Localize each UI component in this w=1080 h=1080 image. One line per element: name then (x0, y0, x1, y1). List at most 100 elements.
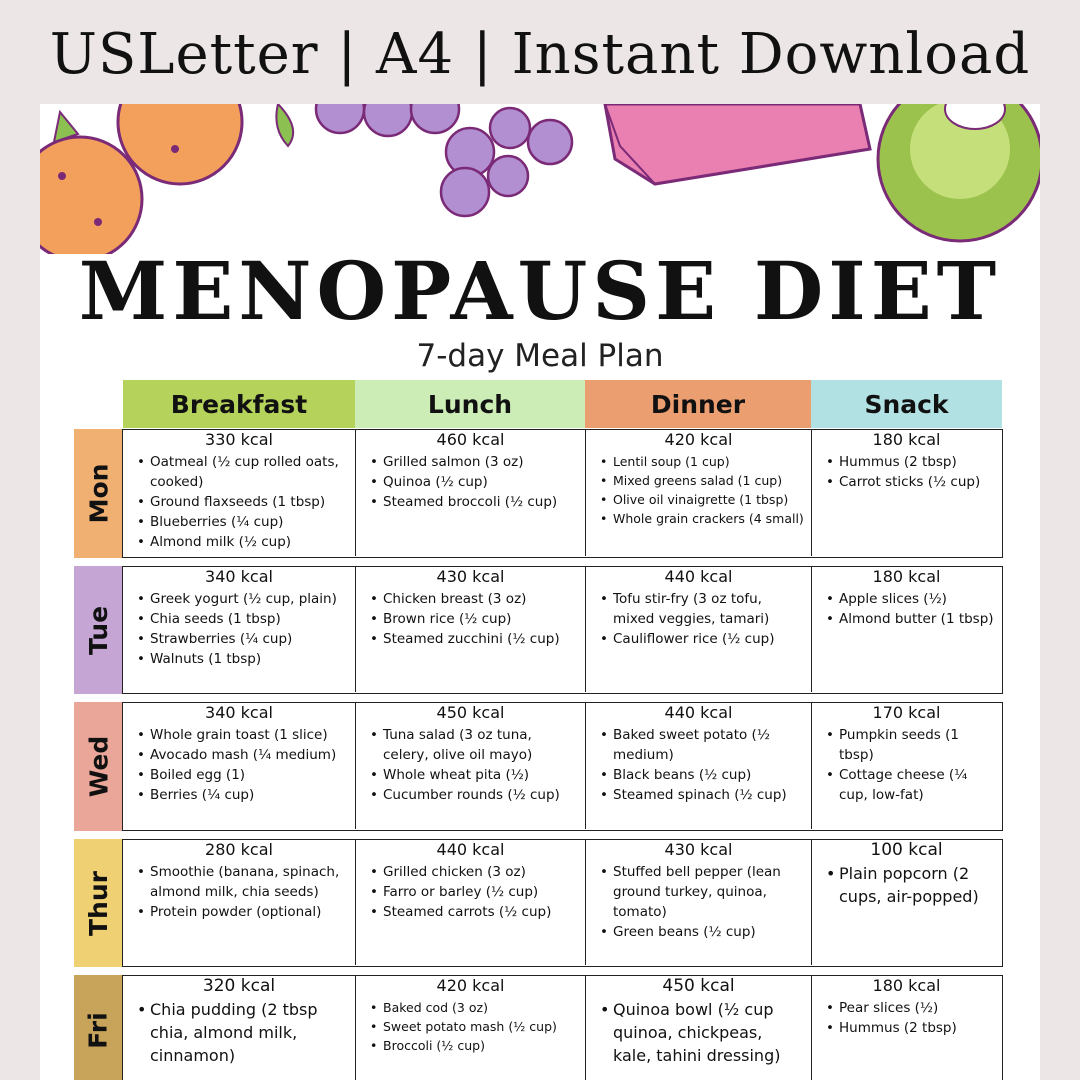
food-item: Black beans (½ cup) (600, 765, 805, 785)
kcal-value: 180 kcal (872, 976, 941, 995)
food-item: Broccoli (½ cup) (370, 1036, 579, 1055)
food-item: Almond milk (½ cup) (137, 532, 349, 552)
banner-text: USLetter | A4 | Instant Download (49, 22, 1031, 87)
food-item: Almond butter (1 tbsp) (826, 609, 995, 629)
food-list: Baked sweet potato (½ medium)Black beans… (600, 725, 805, 805)
kcal-value: 430 kcal (436, 567, 505, 586)
kcal-value: 440 kcal (436, 840, 505, 859)
food-item: Grilled salmon (3 oz) (370, 452, 579, 472)
food-item: Whole grain crackers (4 small) (600, 509, 805, 528)
food-list: Stuffed bell pepper (lean ground turkey,… (600, 862, 805, 942)
food-item: Chia seeds (1 tbsp) (137, 609, 349, 629)
food-list: Whole grain toast (1 slice)Avocado mash … (137, 725, 349, 805)
food-item: Cucumber rounds (½ cup) (370, 785, 579, 805)
day-row-mon: 330 kcal Oatmeal (½ cup rolled oats, coo… (122, 429, 1003, 558)
food-item: Steamed carrots (½ cup) (370, 902, 579, 922)
meal-cell-dinner: 440 kcal Tofu stir-fry (3 oz tofu, mixed… (585, 567, 811, 692)
meal-cell-breakfast: 320 kcal Chia pudding (2 tbsp chia, almo… (123, 976, 355, 1080)
food-list: Oatmeal (½ cup rolled oats, cooked)Groun… (137, 452, 349, 552)
meal-cell-snack: 180 kcal Hummus (2 tbsp)Carrot sticks (½… (811, 430, 1001, 556)
food-item: Avocado mash (¼ medium) (137, 745, 349, 765)
food-item: Mixed greens salad (1 cup) (600, 471, 805, 490)
food-list: Pumpkin seeds (1 tbsp)Cottage cheese (¼ … (826, 725, 995, 805)
food-item: Blueberries (¼ cup) (137, 512, 349, 532)
kcal-value: 420 kcal (436, 976, 505, 995)
food-list: Greek yogurt (½ cup, plain)Chia seeds (1… (137, 589, 349, 669)
fruit-illustration (40, 104, 1040, 254)
food-list: Grilled chicken (3 oz)Farro or barley (½… (370, 862, 579, 922)
kcal-value: 450 kcal (662, 976, 735, 996)
food-item: Baked cod (3 oz) (370, 998, 579, 1017)
food-list: Pear slices (½)Hummus (2 tbsp) (826, 998, 995, 1038)
meal-plan-sheet: MENOPAUSE DIET 7-day Meal Plan Breakfast… (40, 104, 1040, 1080)
day-name: Tue (84, 605, 113, 655)
kcal-value: 170 kcal (872, 703, 941, 722)
food-item: Chia pudding (2 tbsp chia, almond milk, … (137, 998, 349, 1067)
top-banner: USLetter | A4 | Instant Download (0, 0, 1080, 104)
food-list: Lentil soup (1 cup)Mixed greens salad (1… (600, 452, 805, 528)
meal-cell-breakfast: 340 kcal Greek yogurt (½ cup, plain)Chia… (123, 567, 355, 692)
day-label-tue: Tue (74, 566, 123, 694)
food-item: Chicken breast (3 oz) (370, 589, 579, 609)
food-item: Grilled chicken (3 oz) (370, 862, 579, 882)
food-item: Brown rice (½ cup) (370, 609, 579, 629)
meal-cell-dinner: 440 kcal Baked sweet potato (½ medium)Bl… (585, 703, 811, 829)
food-item: Sweet potato mash (½ cup) (370, 1017, 579, 1036)
meal-cell-lunch: 420 kcal Baked cod (3 oz)Sweet potato ma… (355, 976, 585, 1080)
meal-cell-lunch: 440 kcal Grilled chicken (3 oz)Farro or … (355, 840, 585, 965)
day-name: Thur (84, 870, 114, 936)
food-item: Oatmeal (½ cup rolled oats, cooked) (137, 452, 349, 492)
kcal-value: 100 kcal (870, 840, 943, 860)
page-title: MENOPAUSE DIET (78, 244, 1002, 338)
food-item: Carrot sticks (½ cup) (826, 472, 995, 492)
food-item: Lentil soup (1 cup) (600, 452, 805, 471)
food-item: Cauliflower rice (½ cup) (600, 629, 805, 649)
food-list: Chicken breast (3 oz)Brown rice (½ cup)S… (370, 589, 579, 649)
food-item: Hummus (2 tbsp) (826, 452, 995, 472)
kcal-value: 280 kcal (205, 840, 273, 859)
food-item: Pumpkin seeds (1 tbsp) (826, 725, 995, 765)
meal-cell-dinner: 450 kcal Quinoa bowl (½ cup quinoa, chic… (585, 976, 811, 1080)
food-list: Baked cod (3 oz)Sweet potato mash (½ cup… (370, 998, 579, 1055)
food-item: Pear slices (½) (826, 998, 995, 1018)
food-item: Hummus (2 tbsp) (826, 1018, 995, 1038)
day-name: Wed (84, 735, 114, 798)
meal-cell-breakfast: 280 kcal Smoothie (banana, spinach, almo… (123, 840, 355, 965)
food-item: Olive oil vinaigrette (1 tbsp) (600, 490, 805, 509)
food-list: Smoothie (banana, spinach, almond milk, … (137, 862, 349, 922)
kcal-value: 450 kcal (436, 703, 505, 722)
meal-cell-lunch: 430 kcal Chicken breast (3 oz)Brown rice… (355, 567, 585, 692)
food-item: Strawberries (¼ cup) (137, 629, 349, 649)
kcal-value: 320 kcal (202, 976, 276, 996)
food-item: Steamed zucchini (½ cup) (370, 629, 579, 649)
food-item: Green beans (½ cup) (600, 922, 805, 942)
kcal-value: 330 kcal (205, 430, 273, 449)
kcal-value: 440 kcal (664, 567, 733, 586)
food-item: Ground flaxseeds (1 tbsp) (137, 492, 349, 512)
header-snack: Snack (811, 380, 1002, 428)
food-list: Grilled salmon (3 oz)Quinoa (½ cup)Steam… (370, 452, 579, 512)
food-item: Smoothie (banana, spinach, almond milk, … (137, 862, 349, 902)
food-list: Chia pudding (2 tbsp chia, almond milk, … (137, 998, 349, 1067)
food-item: Greek yogurt (½ cup, plain) (137, 589, 349, 609)
kcal-value: 180 kcal (872, 567, 941, 586)
food-item: Apple slices (½) (826, 589, 995, 609)
kcal-value: 440 kcal (664, 703, 733, 722)
food-list: Apple slices (½)Almond butter (1 tbsp) (826, 589, 995, 629)
food-item: Quinoa bowl (½ cup quinoa, chickpeas, ka… (600, 998, 805, 1067)
food-item: Berries (¼ cup) (137, 785, 349, 805)
day-label-mon: Mon (74, 429, 123, 558)
header-breakfast: Breakfast (123, 380, 355, 428)
food-item: Farro or barley (½ cup) (370, 882, 579, 902)
kcal-value: 430 kcal (664, 840, 733, 859)
kcal-value: 180 kcal (872, 430, 941, 449)
meal-cell-breakfast: 340 kcal Whole grain toast (1 slice)Avoc… (123, 703, 355, 829)
meal-cell-snack: 170 kcal Pumpkin seeds (1 tbsp)Cottage c… (811, 703, 1001, 829)
day-row-tue: 340 kcal Greek yogurt (½ cup, plain)Chia… (122, 566, 1003, 694)
day-label-fri: Fri (74, 975, 123, 1080)
food-list: Hummus (2 tbsp)Carrot sticks (½ cup) (826, 452, 995, 492)
day-label-wed: Wed (74, 702, 123, 831)
food-list: Quinoa bowl (½ cup quinoa, chickpeas, ka… (600, 998, 805, 1067)
food-item: Quinoa (½ cup) (370, 472, 579, 492)
food-list: Tuna salad (3 oz tuna, celery, olive oil… (370, 725, 579, 805)
